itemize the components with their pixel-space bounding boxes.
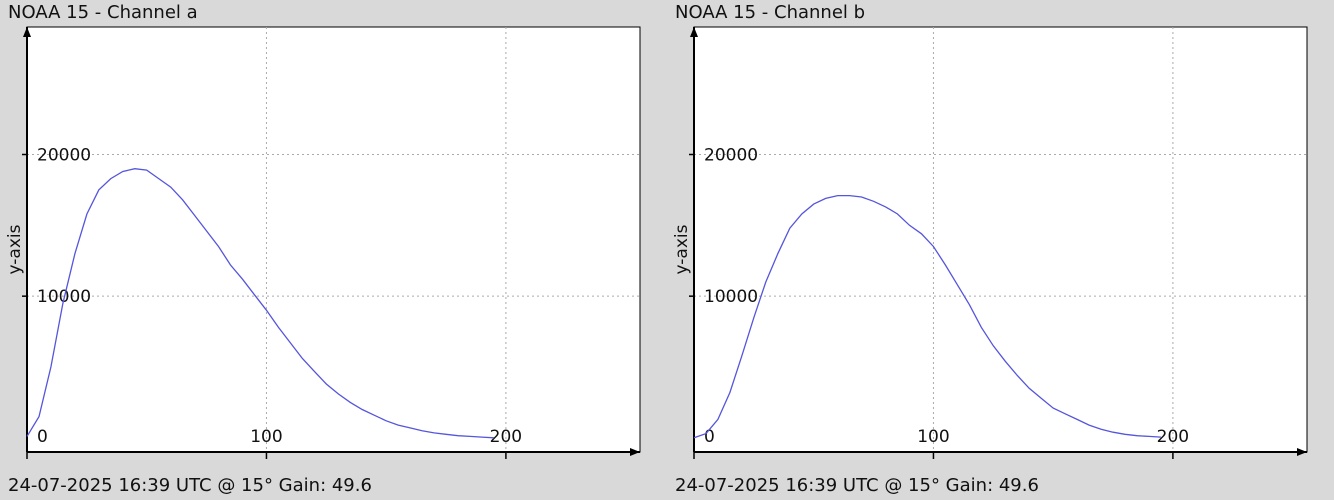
chart-title: NOAA 15 - Channel b [675, 2, 866, 23]
plot-area [26, 26, 641, 453]
chart-footer: 24-07-2025 16:39 UTC @ 15° Gain: 49.6 [8, 475, 372, 496]
chart-footer: 24-07-2025 16:39 UTC @ 15° Gain: 49.6 [675, 475, 1039, 496]
x-tick-label: 100 [250, 427, 282, 447]
channel-b-panel: 0 100 200 10000 20000 y-axis NOAA 15 - Channe… [667, 0, 1334, 500]
y-axis-label: y-axis [672, 224, 692, 274]
x-tick-label: 200 [490, 427, 522, 447]
channel-b-chart: 0 100 200 10000 20000 y-axis [672, 26, 1308, 459]
plot-area [693, 26, 1308, 453]
x-tick-label: 200 [1157, 427, 1189, 447]
y-tick-label: 20000 [704, 146, 758, 166]
x-tick-label: 100 [917, 427, 949, 447]
y-axis-arrow [690, 27, 698, 37]
x-axis-arrow [1297, 448, 1307, 456]
series-line [26, 168, 494, 439]
y-axis-label: y-axis [5, 224, 25, 274]
y-axis-arrow [23, 27, 31, 37]
chart-title: NOAA 15 - Channel a [8, 2, 198, 23]
x-axis-arrow [630, 448, 640, 456]
y-tick-label: 10000 [704, 287, 758, 307]
channel-a-panel: 0 100 200 10000 20000 y-axis NOAA 15 - Channe… [5, 2, 641, 496]
y-tick-label: 20000 [37, 146, 91, 166]
x-tick-label: 0 [704, 427, 715, 447]
series-line [693, 194, 1161, 439]
x-tick-label: 0 [37, 427, 48, 447]
